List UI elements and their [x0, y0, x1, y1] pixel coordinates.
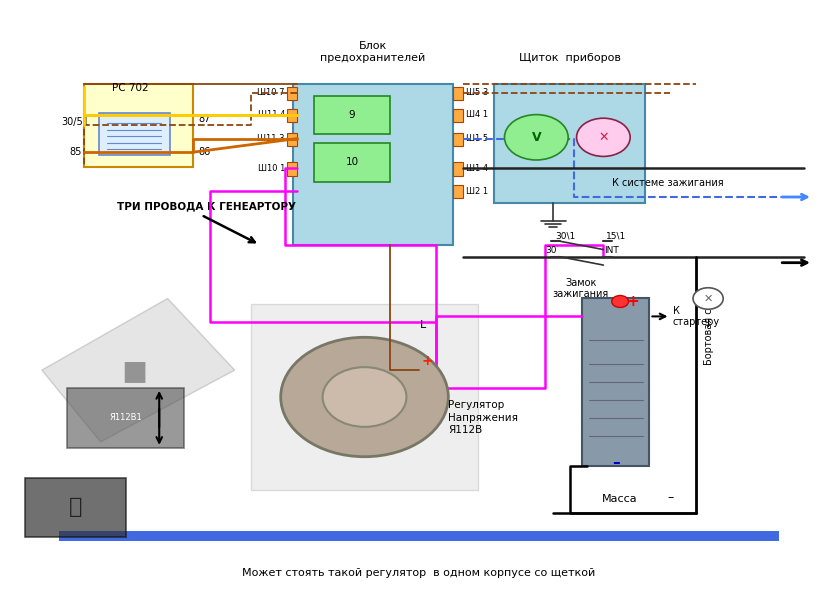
- Bar: [84, 84, 193, 167]
- Bar: [287, 109, 297, 122]
- Bar: [287, 162, 297, 176]
- Bar: [314, 143, 390, 182]
- Bar: [453, 162, 463, 176]
- Text: Ш1 5: Ш1 5: [466, 134, 488, 143]
- Text: ТРИ ПРОВОДА К ГЕНЕАРТОРУ: ТРИ ПРОВОДА К ГЕНЕАРТОРУ: [117, 201, 297, 211]
- Text: Ш1 4: Ш1 4: [466, 164, 488, 173]
- Bar: [453, 87, 463, 100]
- Circle shape: [612, 296, 628, 307]
- Text: Щиток  приборов: Щиток приборов: [519, 53, 621, 63]
- Bar: [59, 531, 779, 541]
- Bar: [251, 304, 478, 490]
- Bar: [287, 133, 297, 146]
- Text: Замок
зажигания: Замок зажигания: [552, 278, 609, 299]
- Bar: [494, 84, 645, 203]
- Text: Я112В1: Я112В1: [109, 413, 142, 423]
- Text: Блок
предохранителей: Блок предохранителей: [320, 41, 426, 63]
- Bar: [293, 84, 453, 245]
- Text: 9: 9: [349, 110, 355, 119]
- Bar: [453, 133, 463, 146]
- Bar: [67, 388, 184, 448]
- Bar: [453, 109, 463, 122]
- Text: 87: 87: [199, 115, 211, 124]
- Text: Может стоять такой регулятор  в одном корпусе со щеткой: Может стоять такой регулятор в одном кор…: [242, 568, 596, 578]
- Text: Регулятор
Напряжения
Я112В: Регулятор Напряжения Я112В: [448, 401, 519, 435]
- Text: V: V: [531, 131, 541, 144]
- Text: 30\1: 30\1: [556, 231, 576, 241]
- Text: К
стартеру: К стартеру: [673, 306, 720, 327]
- Text: 30: 30: [546, 246, 557, 256]
- Text: 30/51: 30/51: [61, 118, 90, 127]
- Text: ⬛: ⬛: [69, 497, 82, 518]
- Text: –: –: [612, 455, 620, 470]
- Text: Масса: Масса: [603, 494, 638, 504]
- Text: Ш11 3: Ш11 3: [257, 134, 285, 143]
- Polygon shape: [42, 298, 235, 442]
- Text: +: +: [422, 354, 433, 368]
- Bar: [314, 96, 390, 134]
- Bar: [25, 478, 126, 537]
- Bar: [99, 113, 170, 155]
- Text: 85: 85: [70, 147, 81, 157]
- Text: Ш5 3: Ш5 3: [466, 88, 489, 97]
- Text: Ш10 1: Ш10 1: [257, 164, 285, 173]
- Circle shape: [281, 337, 448, 457]
- Text: ▪: ▪: [120, 349, 148, 391]
- Circle shape: [504, 115, 568, 160]
- Bar: [582, 298, 649, 466]
- Text: 10: 10: [345, 158, 359, 167]
- Text: Ш4 1: Ш4 1: [466, 110, 488, 119]
- Text: L: L: [420, 321, 427, 330]
- Text: –: –: [667, 491, 674, 504]
- Text: РС 702: РС 702: [111, 82, 148, 93]
- Circle shape: [693, 288, 723, 309]
- Text: ✕: ✕: [703, 294, 713, 303]
- Text: Ш2 1: Ш2 1: [466, 186, 488, 196]
- Circle shape: [323, 367, 406, 427]
- Text: 15\1: 15\1: [606, 231, 626, 241]
- Text: Ш10 7: Ш10 7: [257, 88, 285, 97]
- Text: +: +: [626, 294, 639, 309]
- Text: INT: INT: [604, 246, 619, 256]
- Circle shape: [577, 118, 630, 156]
- Text: К системе зажигания: К системе зажигания: [612, 178, 723, 188]
- Text: Ш11 4: Ш11 4: [257, 110, 285, 119]
- Bar: [287, 87, 297, 100]
- Text: Бортовая сеть: Бортовая сеть: [704, 291, 714, 365]
- Text: 86: 86: [199, 147, 211, 157]
- Bar: [453, 185, 463, 198]
- Text: ✕: ✕: [598, 131, 608, 144]
